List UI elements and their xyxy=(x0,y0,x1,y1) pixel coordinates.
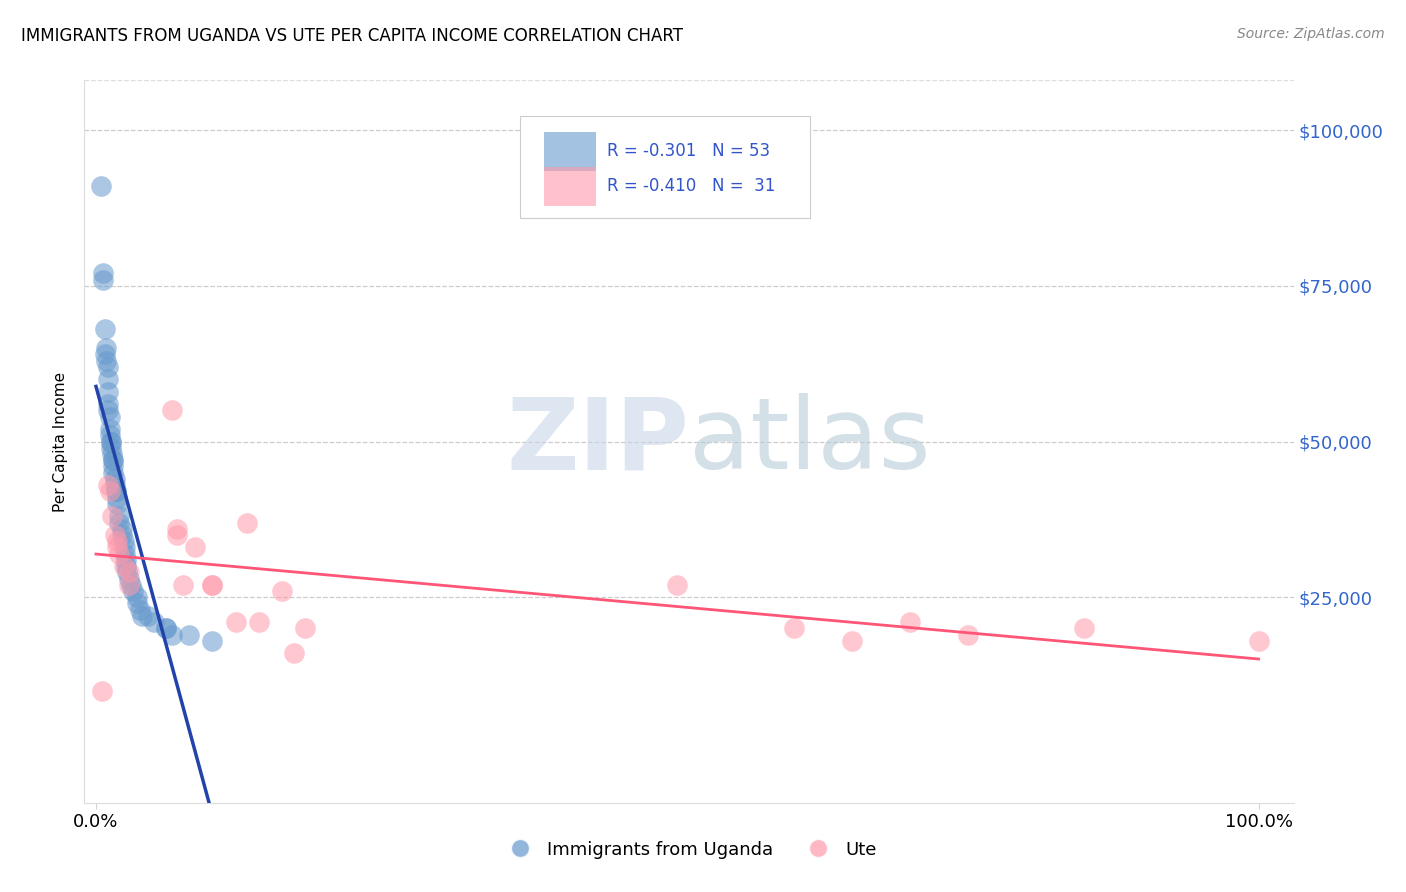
Point xyxy=(114,547,136,561)
Point xyxy=(104,484,127,499)
Point xyxy=(177,627,200,641)
FancyBboxPatch shape xyxy=(544,132,595,169)
Point xyxy=(103,453,125,467)
Point xyxy=(104,484,127,499)
Point xyxy=(90,683,112,698)
Point xyxy=(97,478,120,492)
Point xyxy=(201,633,224,648)
Text: Source: ZipAtlas.com: Source: ZipAtlas.com xyxy=(1237,27,1385,41)
Point xyxy=(841,633,863,648)
Point xyxy=(136,609,159,624)
Point xyxy=(91,272,114,286)
Point xyxy=(108,516,131,530)
FancyBboxPatch shape xyxy=(544,167,595,204)
Point xyxy=(105,497,128,511)
Point xyxy=(94,322,117,336)
Point xyxy=(143,615,166,630)
Point xyxy=(125,597,148,611)
Point xyxy=(201,578,224,592)
Text: ZIP: ZIP xyxy=(506,393,689,490)
Point xyxy=(160,403,183,417)
Point xyxy=(108,509,131,524)
Point xyxy=(184,541,207,555)
Point xyxy=(117,566,139,580)
Point xyxy=(103,453,125,467)
Point xyxy=(98,422,121,436)
Point xyxy=(105,491,128,505)
Point xyxy=(97,359,120,374)
Point xyxy=(104,472,127,486)
Point xyxy=(122,584,145,599)
Point xyxy=(172,578,194,592)
Point xyxy=(160,627,183,641)
Point xyxy=(97,403,120,417)
Point xyxy=(104,528,127,542)
Point xyxy=(101,447,124,461)
Point xyxy=(117,578,139,592)
Point xyxy=(155,621,177,635)
Point xyxy=(283,646,305,660)
Point xyxy=(666,578,689,592)
Point xyxy=(96,353,118,368)
Point xyxy=(129,603,152,617)
Point xyxy=(225,615,247,630)
Point xyxy=(1073,621,1095,635)
Point xyxy=(898,615,921,630)
Point xyxy=(97,384,120,399)
Point xyxy=(120,578,142,592)
Point xyxy=(97,397,120,411)
Point xyxy=(108,547,131,561)
Point xyxy=(101,509,124,524)
Point xyxy=(103,466,125,480)
Point xyxy=(100,434,122,449)
Point xyxy=(100,441,122,455)
Text: R = -0.301   N = 53: R = -0.301 N = 53 xyxy=(607,142,770,160)
Point xyxy=(112,534,135,549)
Point xyxy=(271,584,294,599)
Point xyxy=(96,341,118,355)
Point xyxy=(166,528,188,542)
Point xyxy=(90,179,112,194)
Point xyxy=(201,578,224,592)
Text: IMMIGRANTS FROM UGANDA VS UTE PER CAPITA INCOME CORRELATION CHART: IMMIGRANTS FROM UGANDA VS UTE PER CAPITA… xyxy=(21,27,683,45)
Point xyxy=(98,428,121,442)
FancyBboxPatch shape xyxy=(520,117,810,218)
Y-axis label: Per Capita Income: Per Capita Income xyxy=(53,371,69,512)
Point xyxy=(166,522,188,536)
Point xyxy=(956,627,979,641)
Point xyxy=(114,541,136,555)
Point xyxy=(103,459,125,474)
Point xyxy=(105,541,128,555)
Point xyxy=(94,347,117,361)
Point xyxy=(100,434,122,449)
Point xyxy=(236,516,259,530)
Legend: Immigrants from Uganda, Ute: Immigrants from Uganda, Ute xyxy=(495,834,883,866)
Point xyxy=(98,409,121,424)
Point xyxy=(117,572,139,586)
Point xyxy=(782,621,804,635)
Point xyxy=(117,566,139,580)
Point xyxy=(112,559,135,574)
Point xyxy=(110,528,132,542)
Point xyxy=(91,266,114,280)
Point xyxy=(98,484,121,499)
Point xyxy=(105,534,128,549)
Text: atlas: atlas xyxy=(689,393,931,490)
Point xyxy=(104,478,127,492)
Point xyxy=(131,609,153,624)
Text: R = -0.410   N =  31: R = -0.410 N = 31 xyxy=(607,177,775,194)
Point xyxy=(115,559,138,574)
Point xyxy=(97,372,120,386)
Point xyxy=(125,591,148,605)
Point xyxy=(110,522,132,536)
Point xyxy=(1247,633,1270,648)
Point xyxy=(155,621,177,635)
Point xyxy=(115,553,138,567)
Point xyxy=(294,621,316,635)
Point xyxy=(247,615,270,630)
